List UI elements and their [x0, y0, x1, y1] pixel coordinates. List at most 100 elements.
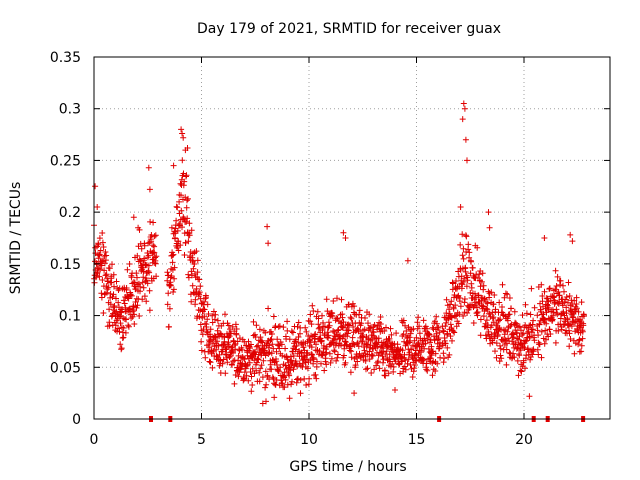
data-point — [325, 332, 332, 339]
data-point — [266, 342, 273, 349]
data-point — [334, 327, 341, 334]
data-point — [201, 298, 207, 305]
data-point — [524, 345, 531, 352]
data-point — [320, 342, 327, 349]
data-point — [307, 311, 314, 318]
data-point — [552, 339, 559, 346]
data-point — [255, 342, 262, 349]
data-point — [501, 294, 508, 301]
data-point — [446, 351, 453, 358]
data-point — [528, 285, 535, 292]
data-point — [423, 360, 430, 367]
data-point — [504, 328, 511, 335]
data-point — [256, 369, 263, 376]
data-point — [347, 314, 354, 321]
data-point — [282, 376, 289, 383]
data-point — [322, 355, 329, 362]
data-point — [484, 300, 491, 307]
data-point — [331, 348, 338, 355]
data-point — [269, 341, 276, 348]
data-point — [326, 350, 333, 357]
data-point — [393, 330, 400, 337]
data-point — [151, 243, 158, 250]
data-point — [287, 367, 294, 374]
data-point — [566, 330, 573, 337]
data-point — [147, 218, 154, 225]
data-point — [523, 310, 530, 317]
data-point — [95, 241, 102, 248]
data-point — [483, 317, 490, 324]
data-point — [344, 330, 351, 337]
data-point — [323, 349, 330, 356]
data-point — [146, 287, 153, 294]
data-point — [245, 377, 252, 384]
data-point — [168, 224, 175, 231]
data-point — [246, 359, 253, 366]
data-point — [134, 302, 141, 309]
data-point — [107, 301, 114, 308]
data-point — [297, 330, 303, 337]
data-point — [451, 329, 458, 336]
data-point — [315, 325, 322, 332]
data-point — [110, 291, 117, 298]
data-point — [321, 323, 328, 330]
data-point — [432, 350, 439, 357]
data-point — [179, 224, 185, 231]
data-point — [233, 331, 240, 338]
data-point — [152, 232, 159, 239]
peak-point — [92, 183, 99, 190]
data-point — [516, 352, 523, 359]
data-point — [197, 283, 204, 290]
data-point — [105, 284, 112, 291]
data-point — [277, 364, 284, 371]
data-point — [519, 312, 526, 319]
data-point — [137, 258, 144, 264]
data-point — [205, 311, 212, 317]
data-point — [435, 335, 442, 341]
data-point — [450, 305, 457, 312]
data-point — [543, 295, 550, 302]
data-point — [268, 366, 275, 373]
data-point — [383, 324, 389, 331]
data-point — [140, 284, 147, 291]
data-point — [196, 276, 203, 283]
data-point — [153, 273, 160, 280]
data-point — [191, 261, 198, 267]
data-point — [539, 298, 546, 305]
data-point — [488, 289, 495, 296]
data-point — [470, 320, 477, 326]
data-point — [444, 344, 451, 351]
data-point — [174, 204, 181, 211]
data-point — [573, 294, 580, 301]
data-point — [510, 350, 517, 357]
data-point — [447, 301, 453, 308]
data-point — [282, 362, 289, 369]
data-point — [109, 294, 116, 300]
data-point — [95, 265, 102, 272]
data-point — [552, 267, 559, 274]
data-point — [572, 308, 579, 315]
data-point — [579, 328, 586, 335]
x-axis-label: GPS time / hours — [289, 459, 406, 475]
peak-point — [178, 126, 185, 133]
data-point — [294, 323, 301, 330]
data-point — [241, 376, 248, 383]
data-point — [518, 368, 525, 375]
data-point — [297, 390, 304, 397]
data-point — [563, 310, 570, 317]
data-point — [429, 372, 436, 379]
data-point — [99, 230, 106, 236]
data-point — [427, 339, 433, 346]
data-point — [226, 354, 233, 360]
data-point — [490, 301, 497, 308]
peak-point — [541, 235, 548, 241]
data-point — [474, 309, 481, 315]
data-point — [234, 338, 241, 345]
data-point — [477, 316, 484, 323]
data-point — [547, 331, 554, 337]
data-point — [415, 314, 422, 321]
data-point — [557, 277, 564, 284]
data-point — [371, 366, 378, 373]
data-point — [299, 360, 306, 367]
